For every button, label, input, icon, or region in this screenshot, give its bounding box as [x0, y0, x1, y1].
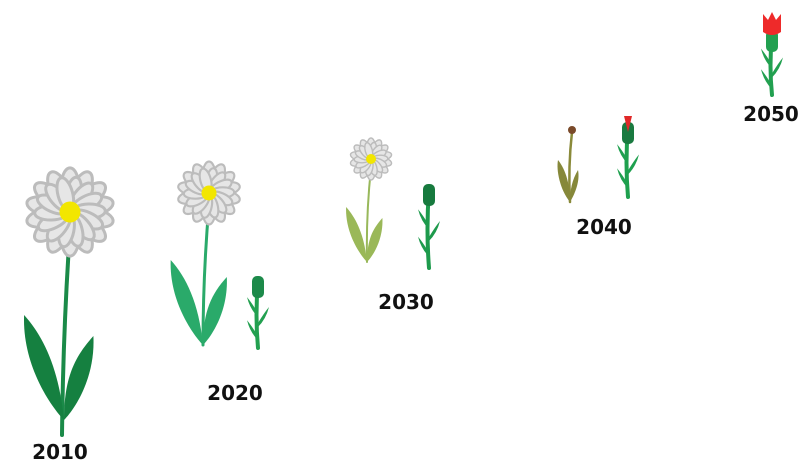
leaf [247, 297, 258, 318]
year-label: 2020 [207, 381, 263, 405]
leaf [418, 209, 429, 230]
year-label: 2050 [743, 102, 799, 126]
leaf [258, 307, 269, 327]
leaf [570, 170, 579, 202]
bud [568, 126, 576, 134]
bud [252, 276, 264, 298]
leaf [418, 236, 429, 257]
bud [766, 30, 778, 52]
leaf [367, 218, 383, 262]
flower-center [59, 201, 81, 223]
leaf [557, 160, 570, 202]
leaf [761, 69, 772, 90]
year-label: 2040 [576, 215, 632, 239]
leaf [170, 260, 203, 345]
flower-center [201, 185, 217, 201]
leaf [23, 315, 64, 420]
leaf [247, 320, 258, 341]
leaf [203, 277, 227, 345]
bud [622, 122, 634, 144]
flowers [23, 12, 783, 437]
year-label: 2010 [32, 440, 88, 463]
leaf [64, 336, 94, 420]
leaf [617, 144, 628, 165]
leaf [617, 168, 628, 189]
leaf [346, 207, 367, 262]
tulip-head [763, 12, 781, 35]
flower-center [366, 154, 376, 164]
leaf [429, 221, 440, 241]
bud [423, 184, 435, 206]
leaf [628, 154, 639, 175]
year-label: 2030 [378, 290, 434, 314]
petal [624, 116, 632, 132]
leaf [761, 48, 772, 69]
leaf [772, 57, 783, 78]
